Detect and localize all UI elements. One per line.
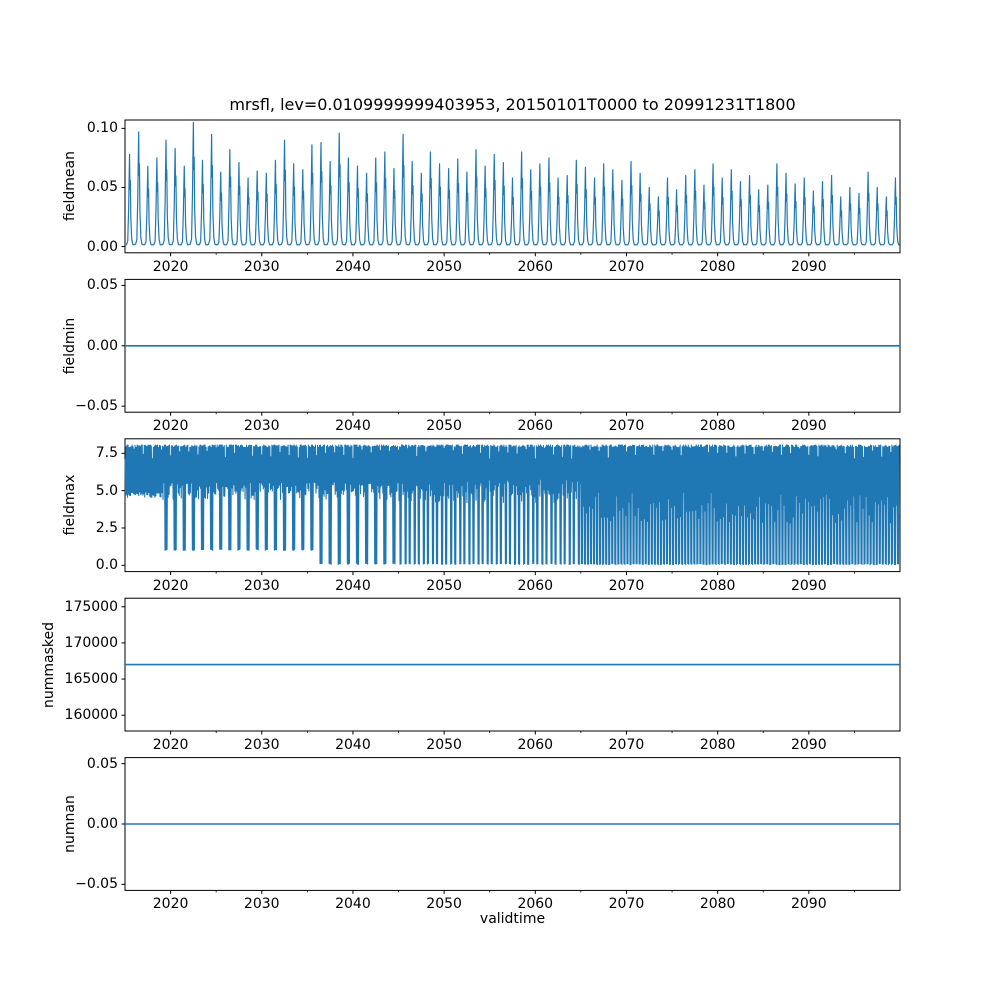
x-tick-label: 2040 (335, 258, 371, 275)
x-tick-label: 2090 (790, 896, 827, 913)
y-tick-label: 0.00 (86, 816, 118, 832)
x-tick-label: 2060 (517, 896, 554, 913)
x-axis-label: validtime (479, 911, 546, 927)
x-tick-label: 2070 (608, 418, 645, 435)
x-tick-label: 2070 (608, 258, 645, 275)
x-tick-label: 2030 (243, 577, 280, 594)
y-tick-label: 0.00 (86, 238, 118, 255)
y-tick-label: 7.5 (95, 445, 118, 462)
y-tick-label: 175000 (64, 598, 118, 615)
x-tick-label: 2050 (426, 737, 462, 753)
x-tick-label: 2090 (790, 737, 827, 753)
x-tick-label: 2080 (699, 258, 736, 275)
y-tick-label: 165000 (64, 671, 118, 688)
x-tick-label: 2040 (335, 418, 371, 435)
x-tick-label: 2060 (517, 418, 554, 435)
y-tick-label: 0.00 (86, 337, 118, 354)
y-tick-label: −0.05 (75, 876, 118, 893)
y-tick-label: 0.05 (86, 277, 118, 294)
x-tick-label: 2020 (152, 577, 189, 594)
x-tick-label: 2080 (699, 896, 736, 913)
series-fieldmax (124, 444, 901, 566)
x-tick-label: 2080 (699, 737, 736, 753)
y-tick-label: −0.05 (75, 398, 118, 415)
x-tick-label: 2060 (517, 258, 554, 275)
x-tick-label: 2020 (152, 418, 189, 435)
x-tick-label: 2090 (790, 418, 827, 435)
x-tick-label: 2030 (243, 737, 280, 753)
x-tick-label: 2050 (426, 577, 462, 594)
x-tick-label: 2050 (426, 896, 462, 913)
y-tick-label: 2.5 (95, 519, 118, 536)
x-tick-label: 2020 (152, 737, 189, 753)
x-tick-label: 2030 (243, 418, 280, 435)
y-tick-label: 160000 (64, 707, 118, 724)
x-tick-label: 2030 (243, 258, 280, 275)
x-tick-label: 2090 (790, 577, 827, 594)
x-tick-label: 2090 (790, 258, 827, 275)
x-tick-label: 2070 (608, 896, 645, 913)
y-tick-label: 0.0 (95, 557, 118, 574)
x-tick-label: 2080 (699, 577, 736, 594)
x-tick-label: 2060 (517, 737, 554, 753)
x-tick-label: 2050 (426, 418, 462, 435)
x-tick-label: 2060 (517, 577, 554, 594)
x-tick-label: 2030 (243, 896, 280, 913)
chart-title: mrsfl, lev=0.0109999999403953, 20150101T… (229, 95, 796, 114)
x-tick-label: 2050 (426, 258, 462, 275)
x-tick-label: 2040 (335, 577, 371, 594)
series-fieldmean (124, 121, 900, 246)
x-tick-label: 2070 (608, 577, 645, 594)
y-tick-label: 0.05 (86, 755, 118, 772)
x-tick-label: 2080 (699, 418, 736, 435)
x-tick-label: 2070 (608, 737, 645, 753)
y-tick-label: 170000 (64, 634, 118, 651)
x-tick-label: 2020 (152, 258, 189, 275)
x-tick-label: 2020 (152, 896, 189, 913)
y-tick-label: 0.05 (86, 179, 118, 196)
y-tick-label: 0.10 (86, 120, 118, 137)
y-tick-label: 5.0 (95, 482, 118, 499)
x-tick-label: 2040 (335, 896, 371, 913)
x-tick-label: 2040 (335, 737, 371, 753)
